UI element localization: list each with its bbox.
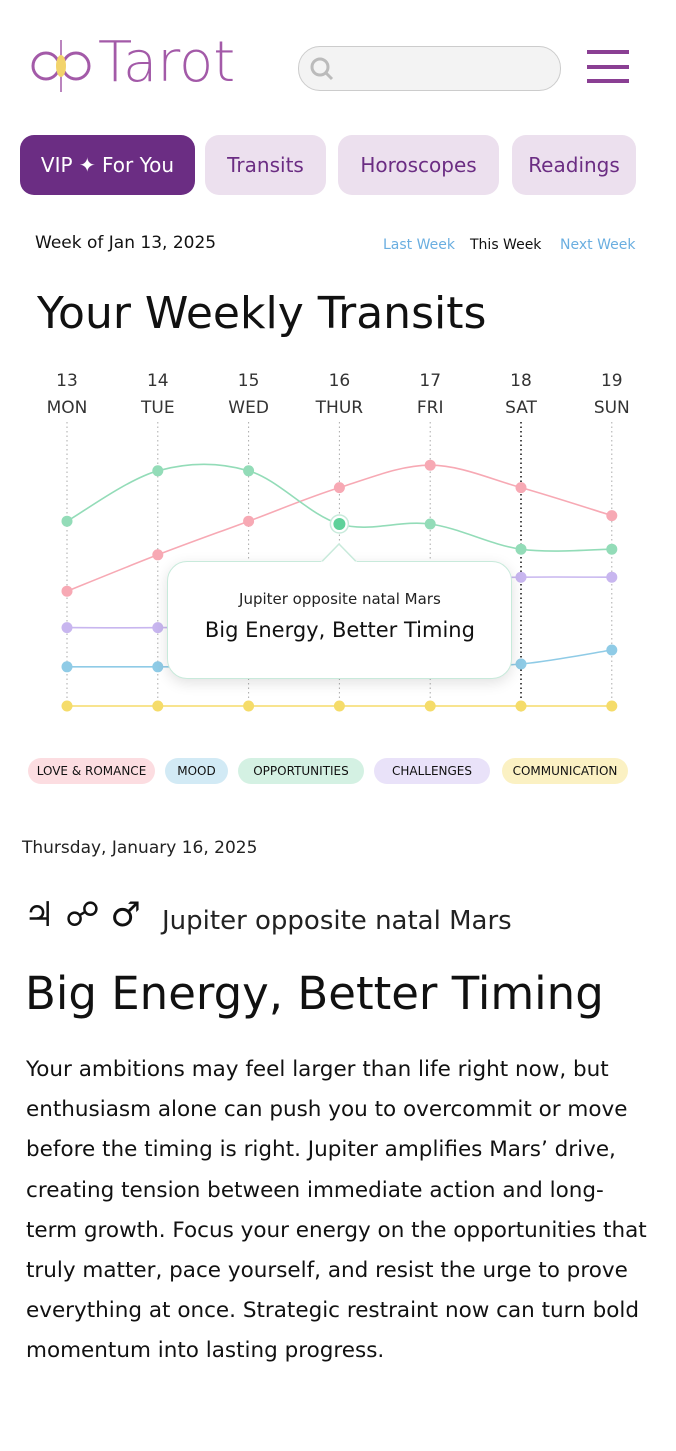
nav-tab[interactable]: Readings <box>512 135 636 195</box>
data-point <box>243 465 255 477</box>
tooltip-pointer <box>321 543 358 563</box>
tooltip-title: Big Energy, Better Timing <box>204 618 475 642</box>
data-point <box>424 518 436 530</box>
data-point <box>515 700 527 712</box>
data-point <box>606 700 618 712</box>
data-point <box>152 700 164 712</box>
day-name: FRI <box>417 398 444 418</box>
data-point <box>61 700 73 712</box>
data-point <box>424 700 436 712</box>
data-point <box>424 459 436 471</box>
search-icon <box>310 57 334 81</box>
data-point <box>61 622 73 634</box>
data-point <box>243 700 255 712</box>
data-point <box>606 510 618 522</box>
selected-point-core <box>333 518 346 530</box>
day-number: 16 <box>329 371 351 391</box>
data-point <box>152 661 164 673</box>
data-point <box>152 622 164 634</box>
day-name: MON <box>47 398 88 418</box>
week-link[interactable]: This Week <box>470 237 542 253</box>
data-point <box>606 543 618 555</box>
legend-chip[interactable]: COMMUNICATION <box>502 758 628 784</box>
day-name: TUE <box>140 398 175 418</box>
logo-text[interactable]: Tarot <box>98 30 236 95</box>
day-number: 14 <box>147 371 169 391</box>
data-point <box>515 658 527 670</box>
data-point <box>606 571 618 583</box>
day-number: 15 <box>238 371 260 391</box>
legend-chip[interactable]: MOOD <box>165 758 228 784</box>
legend-chip[interactable]: LOVE & ROMANCE <box>28 758 155 784</box>
menu-button[interactable] <box>585 48 631 86</box>
week-link[interactable]: Last Week <box>383 237 455 253</box>
data-point <box>333 700 345 712</box>
data-point <box>152 465 164 477</box>
day-name: THUR <box>315 398 364 418</box>
data-point <box>333 482 345 494</box>
day-name: SUN <box>594 398 630 418</box>
body-text: Your ambitions may feel larger than life… <box>26 1057 647 1364</box>
day-number: 13 <box>56 371 78 391</box>
data-point <box>515 571 527 583</box>
tooltip: Jupiter opposite natal Mars Big Energy, … <box>167 561 513 679</box>
week-label: Week of Jan 13, 2025 <box>35 233 217 253</box>
nav-tab[interactable]: Horoscopes <box>338 135 499 195</box>
data-point <box>61 515 73 527</box>
legend-chip[interactable]: CHALLENGES <box>374 758 490 784</box>
day-number: 17 <box>419 371 441 391</box>
week-link[interactable]: Next Week <box>560 237 636 253</box>
data-point <box>61 585 73 597</box>
headline: Big Energy, Better Timing <box>25 967 604 1020</box>
data-point <box>61 661 73 673</box>
search-box[interactable] <box>298 46 561 91</box>
data-point <box>515 543 527 555</box>
aspect-name: Jupiter opposite natal Mars <box>162 906 512 936</box>
nav-tab[interactable]: Transits <box>205 135 326 195</box>
tooltip-subtitle: Jupiter opposite natal Mars <box>239 590 441 608</box>
chart-title: Your Weekly Transits <box>37 288 487 339</box>
day-name: SAT <box>505 398 537 418</box>
logo-icon <box>31 40 91 92</box>
detail-date: Thursday, January 16, 2025 <box>22 838 258 858</box>
data-point <box>243 515 255 527</box>
day-number: 19 <box>601 371 623 391</box>
data-point <box>606 644 618 656</box>
data-point <box>152 549 164 561</box>
day-number: 18 <box>510 371 532 391</box>
legend-chip[interactable]: OPPORTUNITIES <box>238 758 364 784</box>
day-name: WED <box>228 398 269 418</box>
nav-tab[interactable]: VIP ✦ For You <box>20 135 195 195</box>
data-point <box>515 482 527 494</box>
aspect-symbols: ♃ ☍ ♂ <box>24 895 142 935</box>
